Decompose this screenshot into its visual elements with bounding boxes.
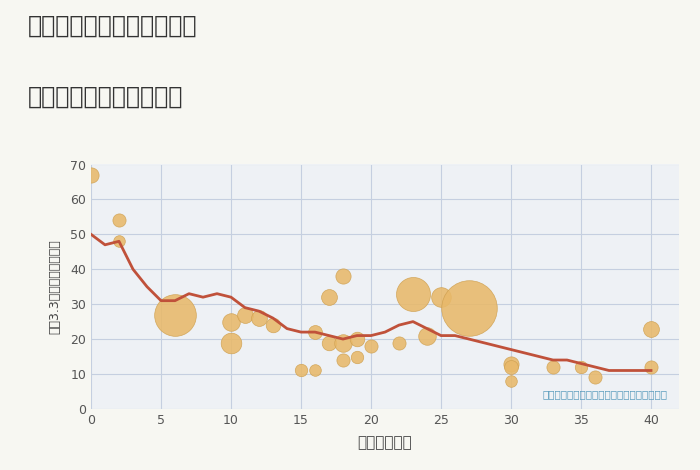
Point — [351, 353, 363, 360]
Point — [85, 171, 97, 179]
Text: 円の大きさは、取引のあった物件面積を示す: 円の大きさは、取引のあった物件面積を示す — [542, 389, 667, 399]
Point — [337, 273, 349, 280]
Point — [505, 363, 517, 371]
Point — [239, 311, 251, 318]
X-axis label: 築年数（年）: 築年数（年） — [358, 435, 412, 450]
Point — [435, 293, 447, 301]
Point — [589, 374, 601, 381]
Point — [365, 342, 377, 350]
Point — [645, 325, 657, 332]
Point — [407, 290, 419, 298]
Point — [645, 363, 657, 371]
Point — [463, 304, 475, 312]
Point — [169, 311, 181, 318]
Point — [547, 363, 559, 371]
Point — [267, 321, 279, 329]
Point — [323, 293, 335, 301]
Point — [113, 237, 125, 245]
Point — [351, 335, 363, 343]
Point — [393, 339, 405, 346]
Text: 築年数別中古戸建て価格: 築年数別中古戸建て価格 — [28, 85, 183, 109]
Point — [337, 356, 349, 364]
Point — [505, 377, 517, 385]
Point — [421, 332, 433, 339]
Point — [113, 217, 125, 224]
Point — [505, 360, 517, 367]
Point — [253, 314, 265, 322]
Point — [295, 367, 307, 374]
Text: 兵庫県丹波市春日町山田の: 兵庫県丹波市春日町山田の — [28, 14, 197, 38]
Point — [225, 318, 237, 325]
Point — [309, 367, 321, 374]
Point — [575, 363, 587, 371]
Point — [309, 329, 321, 336]
Point — [337, 339, 349, 346]
Y-axis label: 坪（3.3㎡）単価（万円）: 坪（3.3㎡）単価（万円） — [49, 239, 62, 334]
Point — [323, 339, 335, 346]
Point — [225, 339, 237, 346]
